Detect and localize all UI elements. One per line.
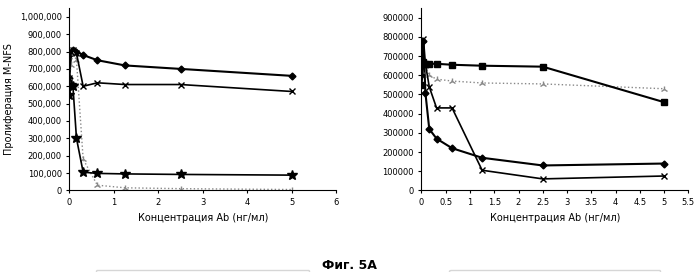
Text: Фиг. 5A: Фиг. 5A	[322, 259, 377, 272]
X-axis label: Концентрация Ab (нг/мл): Концентрация Ab (нг/мл)	[138, 213, 268, 222]
X-axis label: Концентрация Ab (нг/мл): Концентрация Ab (нг/мл)	[490, 213, 620, 222]
Legend: 5A1, RX1, poly anti-m MCSF, poly anti-hMCSF: 5A1, RX1, poly anti-m MCSF, poly anti-hM…	[96, 270, 309, 272]
Legend: 5A1, RX1, poly anti-mMCSF, poly anti-hMCSF: 5A1, RX1, poly anti-mMCSF, poly anti-hMC…	[449, 270, 661, 272]
Y-axis label: Пролиферация M-NFS: Пролиферация M-NFS	[4, 43, 14, 155]
